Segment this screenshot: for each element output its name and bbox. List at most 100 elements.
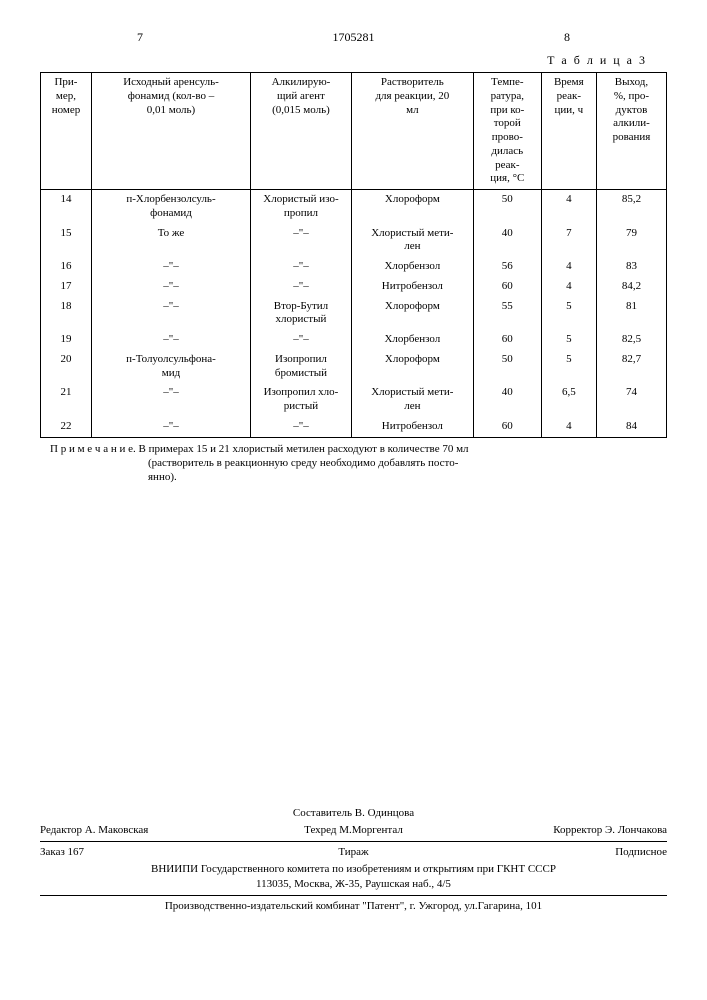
column-header: Темпе-ратура,при ко-торойпрово-диласьреа… <box>473 73 541 190</box>
table-cell: –"– <box>91 383 250 417</box>
divider <box>40 841 667 842</box>
table-cell: Изопропил хло-ристый <box>251 383 352 417</box>
table-cell: п-Хлорбензолсуль-фонамид <box>91 190 250 224</box>
column-header: Времяреак-ции, ч <box>541 73 596 190</box>
table-cell: 5 <box>541 330 596 350</box>
divider <box>40 895 667 896</box>
table-cell: 83 <box>596 257 666 277</box>
doc-number: 1705281 <box>240 30 467 45</box>
footer-block: Составитель В. Одинцова Редактор А. Мако… <box>40 806 667 913</box>
table-cell: Втор-Бутилхлористый <box>251 297 352 331</box>
table-cell: Хлористый мети-лен <box>351 224 473 258</box>
table-cell: –"– <box>91 297 250 331</box>
note-line1: В примерах 15 и 21 хлористый метилен рас… <box>139 443 469 455</box>
table-cell: 18 <box>41 297 92 331</box>
table-cell: Нитробензол <box>351 417 473 437</box>
table-caption: Т а б л и ц а 3 <box>40 53 647 68</box>
table-row: 15То же–"–Хлористый мети-лен40779 <box>41 224 667 258</box>
table-cell: Нитробензол <box>351 277 473 297</box>
table-cell: 60 <box>473 277 541 297</box>
table-cell: –"– <box>251 277 352 297</box>
note-line2: (растворитель в реакционную среду необхо… <box>148 456 667 485</box>
page-header: 7 1705281 8 <box>40 30 667 45</box>
table-cell: 84 <box>596 417 666 437</box>
table-cell: Изопропилбромистый <box>251 350 352 384</box>
table-cell: 6,5 <box>541 383 596 417</box>
table-cell: То же <box>91 224 250 258</box>
table-cell: Хлористый мети-лен <box>351 383 473 417</box>
org-line2: 113035, Москва, Ж-35, Раушская наб., 4/5 <box>40 877 667 892</box>
table-cell: Хлороформ <box>351 190 473 224</box>
table-row: 14п-Хлорбензолсуль-фонамидХлористый изо-… <box>41 190 667 224</box>
note-lead: П р и м е ч а н и е. <box>50 443 139 455</box>
table-cell: 84,2 <box>596 277 666 297</box>
table-cell: –"– <box>91 277 250 297</box>
table-cell: Хлорбензол <box>351 330 473 350</box>
table-cell: 40 <box>473 383 541 417</box>
tekhred: Техред М.Моргентал <box>249 823 458 838</box>
table-cell: 4 <box>541 190 596 224</box>
page-num-right: 8 <box>467 30 667 45</box>
table-cell: –"– <box>251 224 352 258</box>
table-row: 19–"––"–Хлорбензол60582,5 <box>41 330 667 350</box>
table-cell: п-Толуолсульфона-мид <box>91 350 250 384</box>
publisher: Производственно-издательский комбинат "П… <box>40 899 667 914</box>
table-cell: –"– <box>251 257 352 277</box>
table-cell: 79 <box>596 224 666 258</box>
table-cell: 17 <box>41 277 92 297</box>
table-cell: 20 <box>41 350 92 384</box>
table-cell: Хлористый изо-пропил <box>251 190 352 224</box>
table-cell: 19 <box>41 330 92 350</box>
table-cell: 55 <box>473 297 541 331</box>
table-row: 17–"––"–Нитробензол60484,2 <box>41 277 667 297</box>
table-cell: 14 <box>41 190 92 224</box>
corrector: Корректор Э. Лончакова <box>458 823 667 838</box>
table-cell: 5 <box>541 297 596 331</box>
table-row: 22–"––"–Нитробензол60484 <box>41 417 667 437</box>
table-cell: 16 <box>41 257 92 277</box>
table-row: 20п-Толуолсульфона-мидИзопропилбромистый… <box>41 350 667 384</box>
table-cell: 50 <box>473 350 541 384</box>
column-header: Исходный аренсуль-фонамид (кол-во –0,01 … <box>91 73 250 190</box>
compiler: Составитель В. Одинцова <box>249 806 458 821</box>
tirazh: Тираж <box>249 845 458 860</box>
table-cell: 22 <box>41 417 92 437</box>
table-cell: 82,5 <box>596 330 666 350</box>
subscription: Подписное <box>458 845 667 860</box>
table-cell: –"– <box>91 417 250 437</box>
table-cell: 50 <box>473 190 541 224</box>
column-header: При-мер,номер <box>41 73 92 190</box>
column-header: Выход,%, про-дуктовалкили-рования <box>596 73 666 190</box>
org-line1: ВНИИПИ Государственного комитета по изоб… <box>40 862 667 877</box>
column-header: Алкилирую-щий агент(0,015 моль) <box>251 73 352 190</box>
table-cell: 15 <box>41 224 92 258</box>
table-cell: 40 <box>473 224 541 258</box>
table-row: 18–"–Втор-БутилхлористыйХлороформ55581 <box>41 297 667 331</box>
table-cell: Хлорбензол <box>351 257 473 277</box>
page-num-left: 7 <box>40 30 240 45</box>
table-cell: 21 <box>41 383 92 417</box>
table-cell: 81 <box>596 297 666 331</box>
table-row: 21–"–Изопропил хло-ристыйХлористый мети-… <box>41 383 667 417</box>
table-cell: 56 <box>473 257 541 277</box>
table-header-row: При-мер,номерИсходный аренсуль-фонамид (… <box>41 73 667 190</box>
table-cell: Хлороформ <box>351 350 473 384</box>
table-cell: 85,2 <box>596 190 666 224</box>
table-row: 16–"––"–Хлорбензол56483 <box>41 257 667 277</box>
table-cell: –"– <box>91 257 250 277</box>
table-cell: 7 <box>541 224 596 258</box>
table-cell: 5 <box>541 350 596 384</box>
blank-space <box>40 484 667 804</box>
table-body: 14п-Хлорбензолсуль-фонамидХлористый изо-… <box>41 190 667 438</box>
data-table: При-мер,номерИсходный аренсуль-фонамид (… <box>40 72 667 438</box>
editor: Редактор А. Маковская <box>40 823 249 838</box>
table-cell: –"– <box>251 417 352 437</box>
table-cell: –"– <box>91 330 250 350</box>
table-cell: Хлороформ <box>351 297 473 331</box>
table-cell: 4 <box>541 277 596 297</box>
column-header: Растворительдля реакции, 20мл <box>351 73 473 190</box>
table-cell: –"– <box>251 330 352 350</box>
table-note: П р и м е ч а н и е. В примерах 15 и 21 … <box>50 442 667 485</box>
table-cell: 4 <box>541 257 596 277</box>
table-cell: 60 <box>473 330 541 350</box>
